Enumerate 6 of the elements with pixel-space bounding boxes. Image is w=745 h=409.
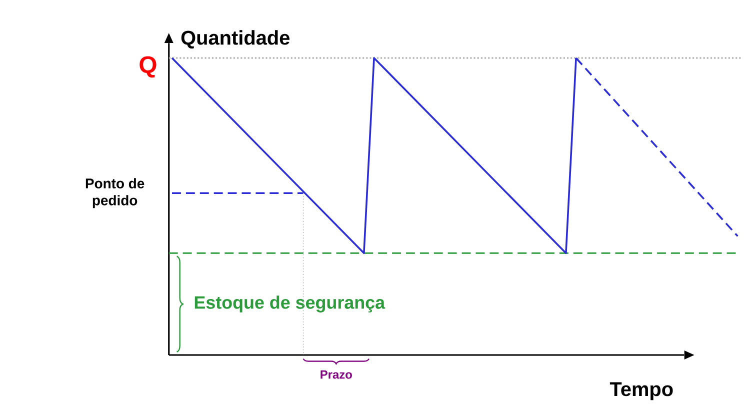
ref-line-label: Q [140,56,156,78]
y-axis-title: Quantidade [181,30,290,49]
text: Prazo [320,370,352,379]
x-axis-title: Tempo [610,382,673,400]
ref-line-label: Estoque de segurança [194,296,386,312]
series-label: Ponto de pedido [86,178,144,208]
